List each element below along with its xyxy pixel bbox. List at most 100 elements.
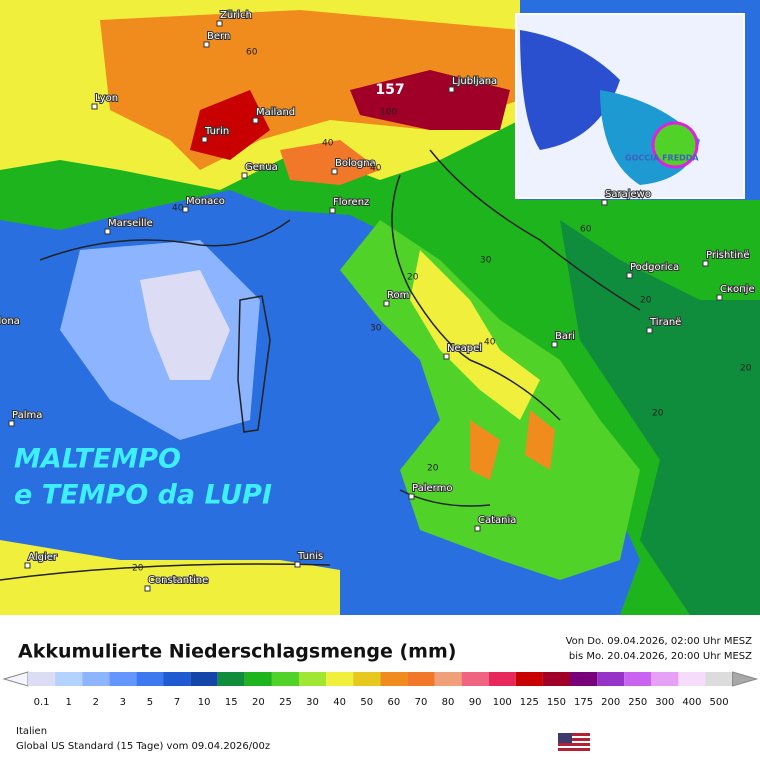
land-precip <box>340 220 640 580</box>
colorbar-box <box>597 672 625 686</box>
headline: e TEMPO da LUPI <box>14 480 272 511</box>
city-label: Tiranë <box>649 317 681 328</box>
city-dot <box>252 117 259 124</box>
colorbar-box <box>217 672 245 686</box>
colorbar-box <box>299 672 327 686</box>
colorbar-label: 50 <box>360 697 373 708</box>
colorbar-box <box>271 672 299 686</box>
colorbar-label: 400 <box>682 697 701 708</box>
city-dot <box>551 341 558 348</box>
city-label: Bern <box>207 31 230 42</box>
city-label: Monaco <box>186 196 225 207</box>
colorbar-label: 150 <box>547 697 566 708</box>
land-precip <box>470 410 555 480</box>
city-label: Florenz <box>333 197 369 208</box>
coastline <box>237 295 271 433</box>
contour-label: 20 <box>740 364 752 374</box>
city-label: Palermo <box>412 483 452 494</box>
colorbar-min-arrow <box>2 671 29 687</box>
colorbar-box <box>407 672 435 686</box>
inset-label: GOCCIA FREDDA <box>625 154 699 163</box>
colorbar-box <box>488 672 516 686</box>
city-dot <box>182 206 189 213</box>
land-precip <box>190 90 270 160</box>
city-dot <box>601 199 608 206</box>
colorbar-label: 200 <box>601 697 620 708</box>
contour-label: 40 <box>370 164 382 174</box>
colorbar-label: 70 <box>415 697 428 708</box>
colorbar-box <box>28 672 56 686</box>
contour-label: 20 <box>652 409 664 419</box>
colorbar-box <box>55 672 83 686</box>
contour-label: 40 <box>322 139 334 149</box>
colorbar-label: 300 <box>655 697 674 708</box>
city-dot <box>646 327 653 334</box>
city-label: Zürich <box>220 10 252 21</box>
city-label: Algier <box>28 552 58 563</box>
colorbar-label: 125 <box>520 697 539 708</box>
contour-label: 30 <box>370 324 382 334</box>
city-label: Podgorica <box>630 262 679 273</box>
max-value: 157 <box>375 82 404 98</box>
city-label: Lyon <box>95 93 118 104</box>
contour-label: 100 <box>380 108 397 118</box>
contour-label: 20 <box>407 273 419 283</box>
colorbar-max-arrow <box>732 671 759 687</box>
city-dot <box>201 136 208 143</box>
city-dot <box>331 168 338 175</box>
city-dot <box>144 585 151 592</box>
colorbar-label: 15 <box>225 697 238 708</box>
colorbar-box <box>136 672 164 686</box>
contour-label: 40 <box>484 338 496 348</box>
city-label: Palma <box>12 410 42 421</box>
land-precip <box>410 250 540 420</box>
city-dot <box>8 420 15 427</box>
colorbar-box <box>109 672 137 686</box>
city-dot <box>443 353 450 360</box>
colorbar-box <box>624 672 652 686</box>
colorbar-box <box>190 672 218 686</box>
inset-field <box>520 30 620 150</box>
city-dot <box>241 172 248 179</box>
colorbar-box <box>461 672 489 686</box>
city-dot <box>329 207 336 214</box>
city-label: Barcelona <box>0 316 20 327</box>
colorbar-label: 2 <box>93 697 99 708</box>
city-label: Mailand <box>256 107 295 118</box>
colorbar-label: 10 <box>198 697 211 708</box>
land-precip <box>280 140 380 185</box>
colorbar-label: 80 <box>442 697 455 708</box>
colorbar-box <box>326 672 354 686</box>
region: Italien <box>16 726 47 737</box>
land-precip <box>0 540 340 615</box>
precip-map: GOCCIA FREDDA MALTEMPO e TEMPO da LUPI 1… <box>0 0 760 615</box>
colorbar-label: 3 <box>120 697 126 708</box>
period: bis Mo. 20.04.2026, 20:00 Uhr MESZ <box>569 651 752 662</box>
city-dot <box>408 493 415 500</box>
headline: MALTEMPO <box>14 444 181 475</box>
city-dot <box>383 300 390 307</box>
contour-label: 60 <box>580 225 592 235</box>
period: Von Do. 09.04.2026, 02:00 Uhr MESZ <box>566 636 753 647</box>
city-label: Bari <box>555 331 575 342</box>
colorbar-label: 250 <box>628 697 647 708</box>
city-label: Tunis <box>297 551 323 562</box>
colorbar-box <box>651 672 679 686</box>
coastline <box>0 219 491 581</box>
colorbar-label: 30 <box>306 697 319 708</box>
colorbar-box <box>244 672 272 686</box>
city-label: Ljubljana <box>452 76 497 87</box>
contour-label: 20 <box>427 464 439 474</box>
colorbar-box <box>542 672 570 686</box>
land-precip <box>350 70 510 130</box>
colorbar-box <box>678 672 706 686</box>
city-dot <box>294 561 301 568</box>
city-label: Prishtinë <box>706 250 749 261</box>
city-label: Sarajewo <box>605 189 651 200</box>
colorbar-label: 90 <box>469 697 482 708</box>
contour-label: 60 <box>246 48 258 58</box>
city-label: Turin <box>204 126 229 137</box>
city-dot <box>91 103 98 110</box>
contour-label: 40 <box>172 204 184 214</box>
colorbar-label: 175 <box>574 697 593 708</box>
